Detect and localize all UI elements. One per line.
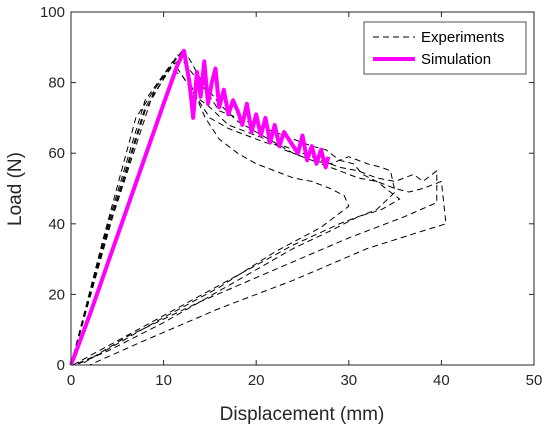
legend-box xyxy=(363,21,527,75)
y-tick-label: 60 xyxy=(48,145,65,162)
x-axis-label: Displacement (mm) xyxy=(220,404,385,425)
plot-area-border xyxy=(70,11,535,366)
legend: Experiments Simulation xyxy=(363,21,527,75)
x-tick-label: 10 xyxy=(155,372,172,389)
y-tick-label: 80 xyxy=(48,75,65,92)
x-tick-label: 0 xyxy=(67,372,75,389)
y-tick-label: 100 xyxy=(40,4,65,21)
y-axis-label: Load (N) xyxy=(5,152,26,226)
experiment-curve-5 xyxy=(70,53,396,366)
series-layer xyxy=(69,48,447,366)
x-tick-label: 20 xyxy=(248,372,265,389)
x-tick-label: 50 xyxy=(526,372,543,389)
simulation-curve-1 xyxy=(69,48,331,366)
x-tick-label: 30 xyxy=(340,372,357,389)
y-tick-label: 0 xyxy=(57,357,65,374)
experiment-curve-4 xyxy=(70,50,350,366)
legend-label-experiments: Experiments xyxy=(421,29,504,46)
ticks-layer: 0 10 20 30 40 50 0 20 40 60 80 100 xyxy=(40,4,542,389)
legend-label-simulation: Simulation xyxy=(421,51,491,68)
y-tick-label: 20 xyxy=(48,286,65,303)
experiment-curve-3 xyxy=(70,68,447,366)
y-tick-label: 40 xyxy=(48,216,65,233)
x-tick-label: 40 xyxy=(433,372,450,389)
